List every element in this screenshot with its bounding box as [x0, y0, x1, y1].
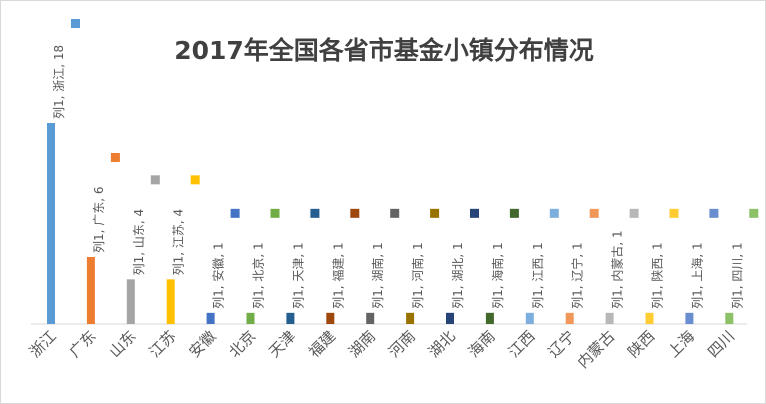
category-label-17: 上海: [664, 327, 698, 361]
data-label-2: 列1, 广东, 6: [92, 186, 106, 253]
data-label-key-4: [190, 175, 200, 185]
data-label-9: 列1, 湖南, 1: [370, 242, 385, 309]
category-label-18: 四川: [704, 327, 738, 361]
data-label-11: 列1, 湖北, 1: [450, 242, 465, 309]
bar-11: [446, 312, 454, 324]
data-label-key-11: [470, 208, 479, 218]
bar-13: [525, 312, 534, 324]
bar-9: [366, 312, 375, 324]
data-label-key-6: [270, 208, 280, 218]
category-label-3: 山东: [106, 327, 140, 361]
data-label-1: 列1, 浙江, 18: [52, 45, 66, 119]
category-label-4: 江苏: [146, 327, 180, 361]
data-label-12: 列1, 海南, 1: [490, 242, 505, 309]
bar-2: [86, 257, 95, 324]
category-label-12: 海南: [465, 327, 499, 361]
bar-18: [725, 312, 734, 324]
data-label-15: 列1, 内蒙古, 1: [610, 230, 625, 309]
category-label-11: 湖北: [425, 327, 459, 361]
data-label-key-2: [110, 153, 120, 162]
data-label-7: 列1, 天津, 1: [291, 242, 305, 309]
data-label-key-7: [310, 208, 320, 218]
bars-group: [47, 123, 734, 324]
data-label-3: 列1, 山东, 4: [132, 209, 146, 276]
data-label-key-1: [71, 19, 80, 28]
bar-4: [166, 279, 175, 324]
data-label-13: 列1, 江西, 1: [531, 242, 545, 309]
data-label-key-9: [390, 208, 400, 218]
data-label-17: 列1, 上海, 1: [689, 242, 704, 309]
category-label-5: 安徽: [185, 327, 219, 361]
data-label-key-3: [150, 175, 160, 185]
data-label-key-5: [230, 208, 240, 218]
data-label-5: 列1, 安徽, 1: [211, 242, 226, 309]
data-label-6: 列1, 北京, 1: [252, 242, 266, 309]
data-label-key-12: [509, 208, 519, 218]
category-label-2: 广东: [66, 327, 100, 361]
data-label-key-8: [350, 208, 360, 218]
bar-16: [645, 312, 654, 324]
bar-3: [126, 279, 135, 324]
bar-5: [206, 312, 215, 324]
data-label-key-13: [549, 208, 559, 218]
bar-12: [485, 312, 494, 324]
data-label-18: 列1, 四川, 1: [730, 242, 744, 309]
data-label-key-14: [589, 208, 599, 218]
bar-14: [565, 312, 574, 324]
bar-8: [326, 312, 335, 324]
category-label-16: 陕西: [624, 327, 658, 361]
category-label-9: 湖南: [345, 327, 379, 361]
data-label-key-17: [709, 208, 719, 218]
bar-1: [47, 123, 55, 324]
category-label-6: 北京: [225, 327, 259, 361]
data-label-key-10: [430, 208, 440, 218]
chart-title: 2017年全国各省市基金小镇分布情况: [174, 36, 594, 65]
bar-17: [685, 312, 694, 324]
category-label-8: 福建: [305, 327, 339, 361]
bar-6: [246, 312, 255, 324]
data-label-16: 列1, 陕西, 1: [650, 242, 665, 309]
data-label-key-18: [749, 208, 759, 218]
data-label-key-15: [629, 208, 639, 218]
category-label-15: 内蒙古: [574, 327, 619, 372]
category-label-14: 辽宁: [545, 327, 579, 361]
data-label-14: 列1, 辽宁, 1: [570, 242, 585, 309]
bar-7: [286, 312, 295, 324]
category-label-10: 河南: [385, 327, 419, 361]
data-label-4: 列1, 江苏, 4: [172, 209, 186, 276]
data-label-key-16: [669, 208, 679, 218]
bar-15: [605, 312, 614, 324]
category-label-1: 浙江: [26, 327, 60, 361]
data-label-8: 列1, 福建, 1: [330, 242, 345, 309]
bar-10: [406, 312, 415, 324]
data-label-10: 列1, 河南, 1: [410, 242, 425, 309]
data-labels-group: 列1, 浙江, 18 列1, 广东, 6 列1, 山东, 4 列1, 江苏, 4 列1,…: [52, 19, 759, 309]
category-label-13: 江西: [505, 327, 539, 361]
category-label-7: 天津: [265, 327, 299, 361]
